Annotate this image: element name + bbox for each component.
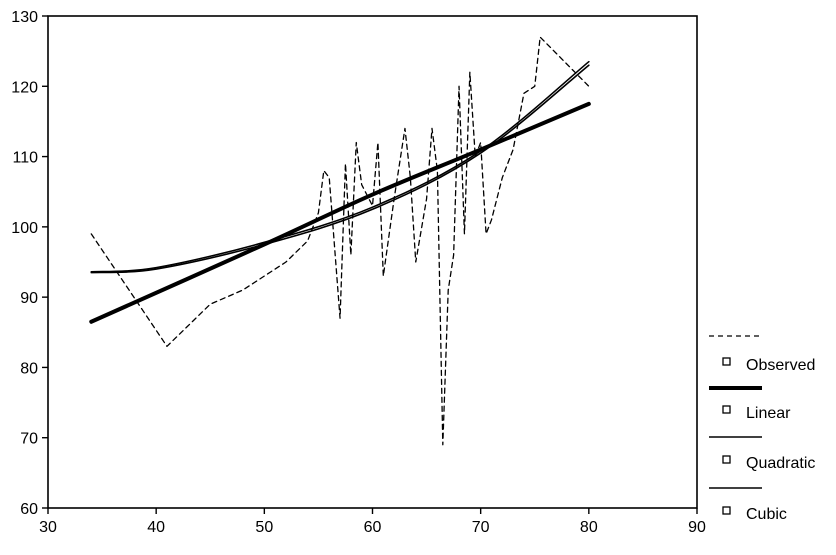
plot-frame	[47, 15, 698, 509]
x-tick-label: 70	[472, 519, 490, 536]
x-tick-label: 30	[39, 519, 57, 536]
axes: 30 40 50 60 70 80 90 60 70 80 90 100 110 120 130	[11, 9, 706, 536]
x-tick-label: 40	[147, 519, 165, 536]
x-tick-label: 50	[255, 519, 273, 536]
legend-marker-icon	[722, 405, 731, 414]
y-tick-label: 100	[11, 220, 38, 237]
y-tick-label: 130	[11, 9, 38, 26]
y-tick-label: 70	[20, 431, 38, 448]
legend-marker-icon	[722, 506, 731, 515]
legend-label-cubic: Cubic	[746, 506, 787, 523]
legend-label-observed: Observed	[746, 357, 815, 374]
legend-marker-icon	[722, 455, 731, 464]
series-linear-line	[89, 101, 591, 324]
y-tick-label: 60	[20, 501, 38, 518]
series-layer	[89, 36, 591, 446]
legend: Observed Linear Quadratic Cubic	[709, 335, 815, 523]
y-tick-label: 120	[11, 79, 38, 96]
x-tick-label: 60	[364, 519, 382, 536]
series-observed-line	[90, 36, 590, 446]
y-tick-label: 90	[20, 290, 38, 307]
series-cubic-line	[90, 60, 590, 273]
legend-label-linear: Linear	[746, 405, 791, 422]
legend-marker-icon	[722, 357, 731, 366]
y-tick-label: 110	[12, 150, 38, 167]
x-tick-label: 90	[688, 519, 706, 536]
legend-label-quadratic: Quadratic	[746, 455, 815, 472]
plot-area	[47, 15, 698, 509]
y-tick-label: 80	[20, 360, 38, 377]
x-tick-label: 80	[580, 519, 598, 536]
series-quadratic-line	[90, 64, 590, 274]
